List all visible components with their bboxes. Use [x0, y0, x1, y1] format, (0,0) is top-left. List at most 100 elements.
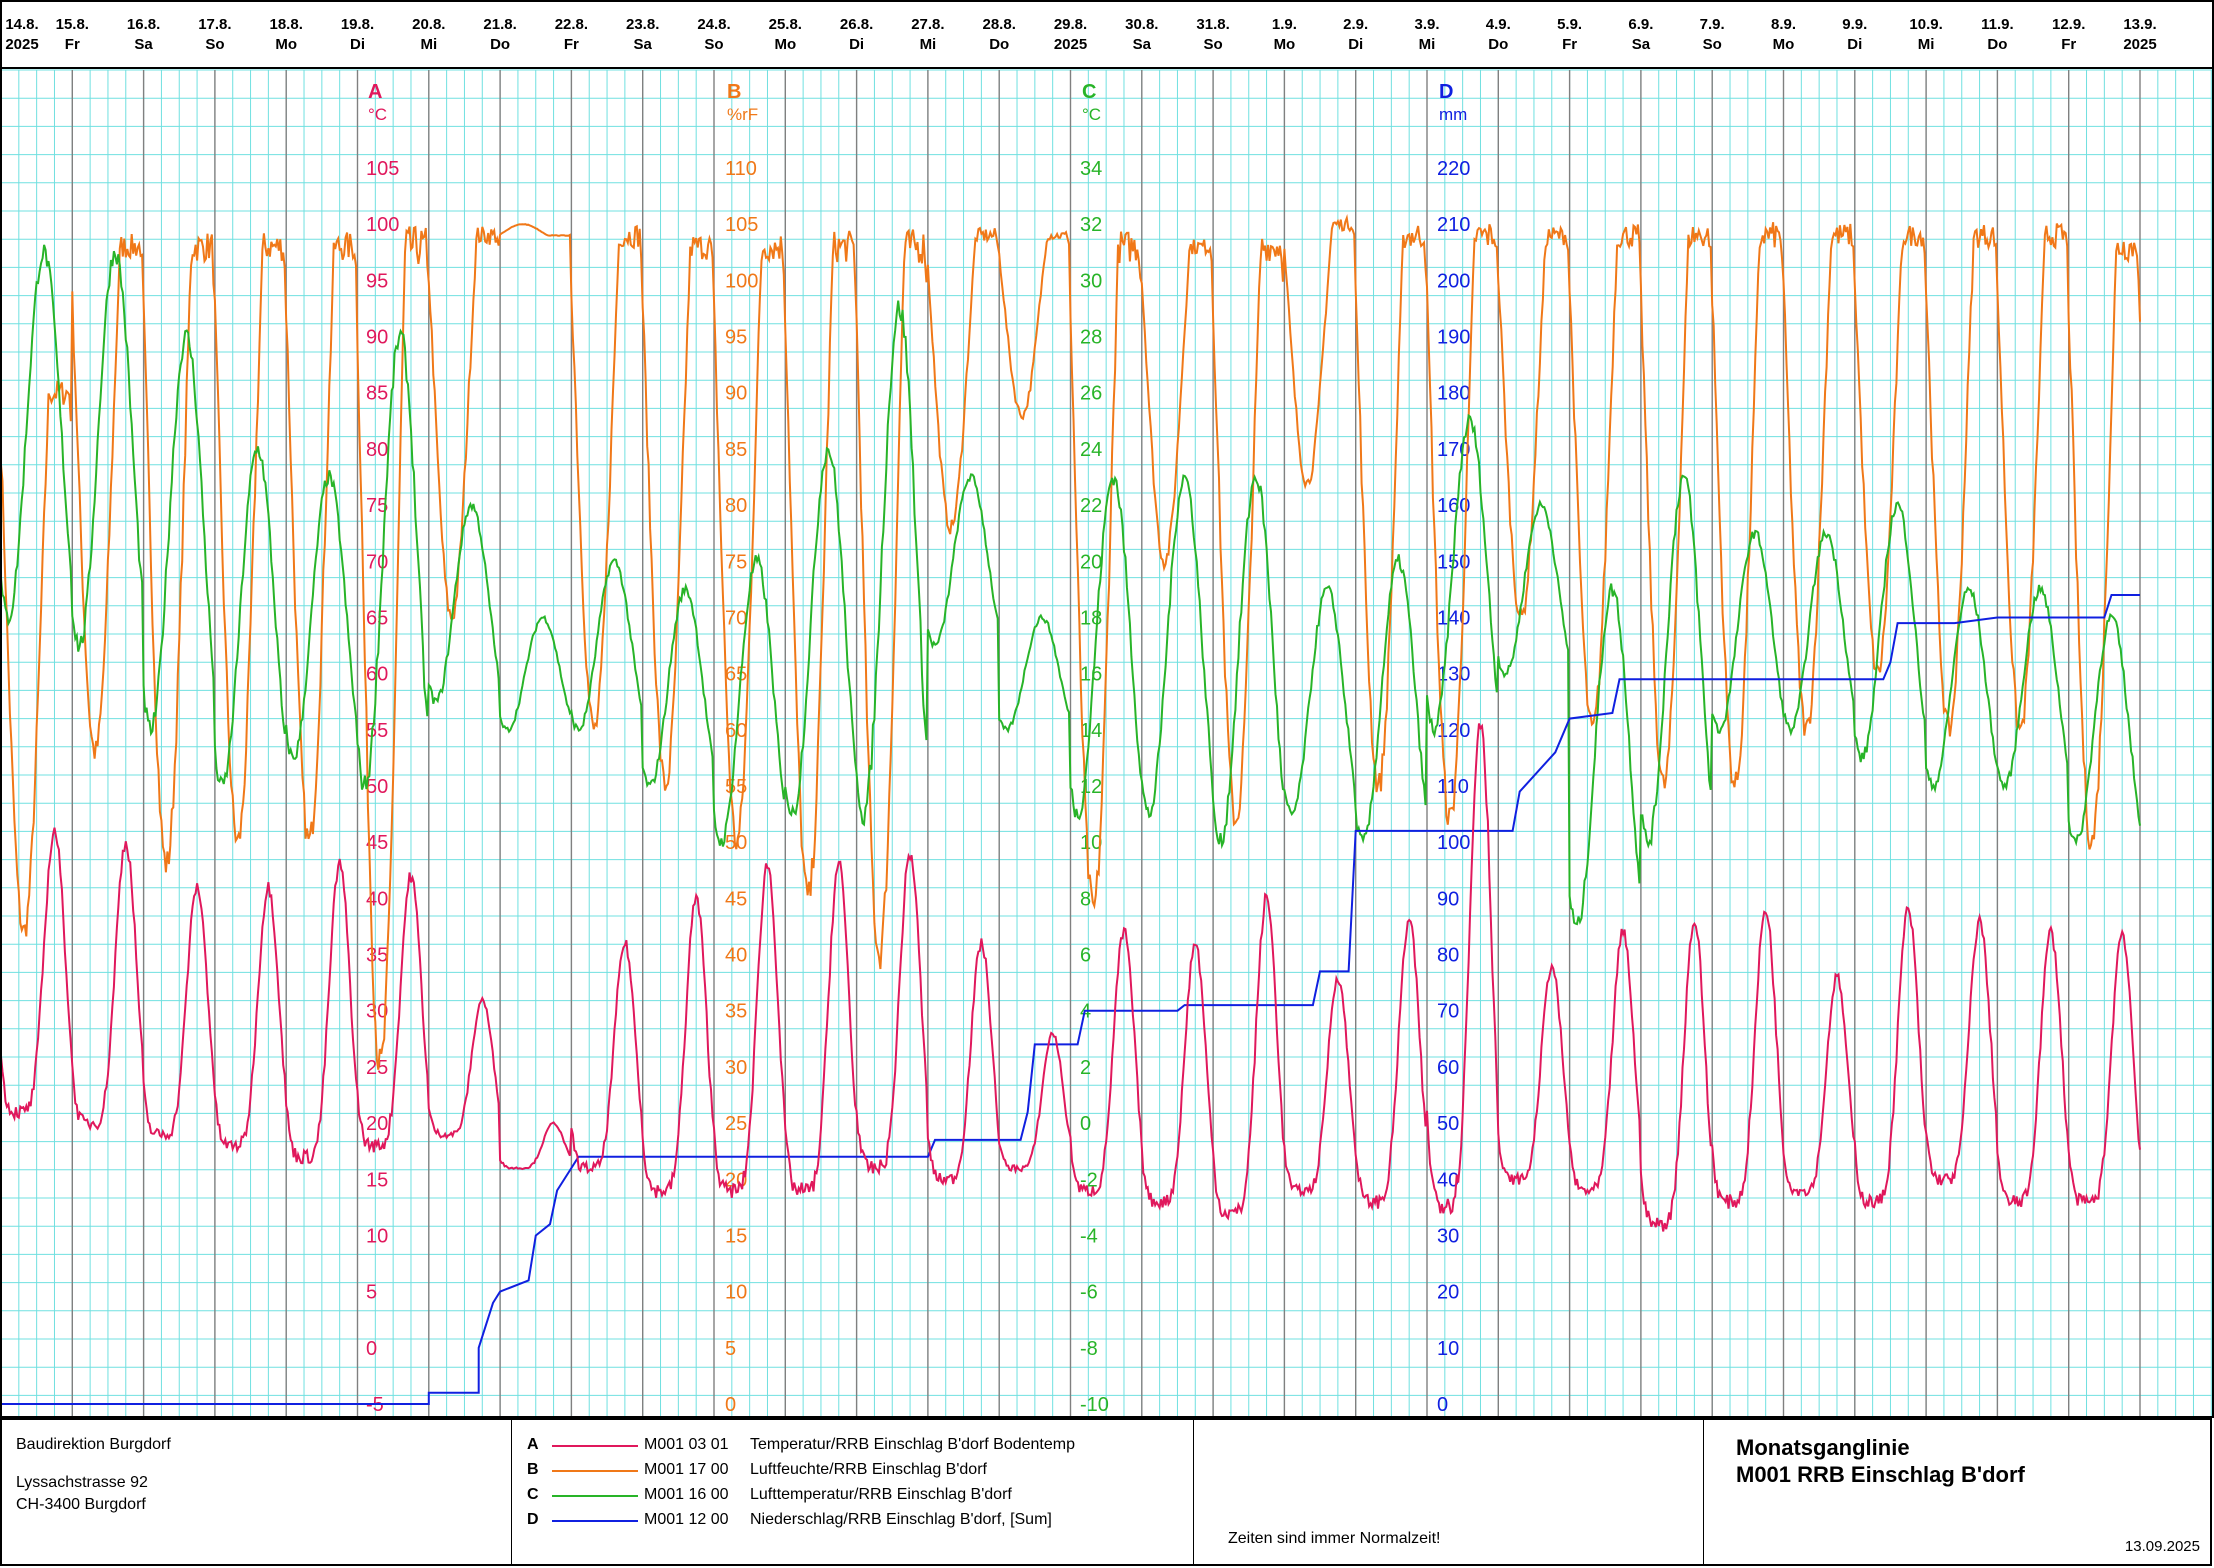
legend-entry-C: C M001 16 00 Lufttemperatur/RRB Einschlag …: [512, 1484, 1193, 1509]
legend-code: M001 12 00: [644, 1511, 729, 1528]
header-weekday: Mo: [774, 36, 796, 53]
date-header: 14.8. 2025 15.8. Fr 16.8. Sa 17.8. So 18.8. Mo 19.…: [5, 16, 2156, 53]
axis-tick-label: 14: [1080, 720, 1102, 742]
header-date: 2.9.: [1343, 16, 1368, 33]
header-date: 11.9.: [1981, 16, 2014, 33]
axis-tick-label: 80: [366, 439, 388, 461]
header-date: 25.8.: [769, 16, 802, 33]
header-date: 23.8.: [626, 16, 659, 33]
header-date: 24.8.: [697, 16, 730, 33]
header-date: 30.8.: [1125, 16, 1158, 33]
axis-tick-label: 0: [725, 1394, 736, 1416]
footer: Baudirektion Burgdorf Lyssachstrasse 92 …: [0, 1418, 2212, 1566]
legend-entry-D: D M001 12 00 Niederschlag/RRB Einschlag B'…: [512, 1509, 1193, 1534]
axis-tick-label: 24: [1080, 439, 1102, 461]
organization-block: Baudirektion Burgdorf Lyssachstrasse 92 …: [2, 1420, 512, 1564]
axis-tick-label: 18: [1080, 607, 1102, 629]
header-weekday: Sa: [634, 36, 653, 53]
axis-tick-label: 10: [366, 1225, 388, 1247]
axis-tick-label: 40: [1437, 1169, 1459, 1191]
axis-tick-label: 70: [725, 607, 747, 629]
header-weekday: Fr: [65, 36, 80, 53]
chart-title: Monatsganglinie: [1736, 1435, 1910, 1460]
axis-tick-label: 30: [1437, 1225, 1459, 1247]
axis-tick-label: 210: [1437, 214, 1470, 236]
legend-code: M001 17 00: [644, 1461, 729, 1478]
series-D-line: [1, 594, 2140, 1405]
axis-tick-label: 105: [366, 158, 399, 180]
org-city: CH-3400 Burgdorf: [16, 1496, 146, 1513]
print-date: 13.09.2025: [2124, 1538, 2200, 1555]
header-weekday: Mi: [1419, 36, 1436, 53]
header-date: 22.8.: [555, 16, 588, 33]
axis-tick-label: 40: [725, 945, 747, 967]
axis-tick-label: 100: [725, 270, 758, 292]
axis-unit: %rF: [727, 105, 758, 124]
legend: A M001 03 01 Temperatur/RRB Einschlag B'do…: [512, 1420, 1194, 1564]
axis-tick-label: 65: [725, 664, 747, 686]
axis-tick-label: 22: [1080, 495, 1102, 517]
axis-tick-label: 30: [725, 1057, 747, 1079]
header-weekday: 2025: [5, 36, 38, 53]
title-block: Monatsganglinie M001 RRB Einschlag B'dor…: [1704, 1420, 2210, 1564]
axis-tick-label: 160: [1437, 495, 1470, 517]
header-date: 28.8.: [983, 16, 1016, 33]
legend-entry-B: B M001 17 00 Luftfeuchte/RRB Einschlag B'd…: [512, 1459, 1193, 1484]
axis-tick-label: 32: [1080, 214, 1102, 236]
header-weekday: So: [205, 36, 224, 53]
axis-tick-label: 0: [1437, 1394, 1448, 1416]
legend-tag: D: [527, 1511, 539, 1528]
legend-tag: C: [527, 1486, 539, 1503]
header-weekday: Do: [1987, 36, 2007, 53]
axis-tick-label: 20: [366, 1113, 388, 1135]
header-date: 7.9.: [1700, 16, 1725, 33]
axis-tick-label: 25: [725, 1113, 747, 1135]
chart: 14.8.202515.8.Fr16.8.Sa17.8.So18.8.Mo19.…: [0, 0, 2214, 1418]
header-date: 15.8.: [56, 16, 89, 33]
header-date: 21.8.: [483, 16, 516, 33]
header-weekday: Do: [490, 36, 510, 53]
header-date: 16.8.: [127, 16, 160, 33]
axis-tick-label: 15: [366, 1169, 388, 1191]
axis-tick-label: 130: [1437, 664, 1470, 686]
axis-tick-label: 0: [366, 1338, 377, 1360]
axis-id: B: [727, 81, 741, 103]
header-date: 9.9.: [1842, 16, 1867, 33]
axis-tick-label: 80: [1437, 945, 1459, 967]
axis-tick-label: 35: [366, 945, 388, 967]
header-date: 17.8.: [198, 16, 231, 33]
axis-tick-label: 15: [725, 1225, 747, 1247]
header-date: 12.9.: [2052, 16, 2085, 33]
axis-id: A: [368, 81, 382, 103]
axis-tick-label: 55: [366, 720, 388, 742]
axis-tick-label: 200: [1437, 270, 1470, 292]
legend-swatch: [552, 1445, 638, 1447]
axis-tick-label: -6: [1080, 1282, 1098, 1304]
legend-tag: A: [527, 1436, 539, 1453]
axis-tick-label: 75: [366, 495, 388, 517]
axis-tick-label: 190: [1437, 327, 1470, 349]
axis-tick-label: 50: [1437, 1113, 1459, 1135]
axis-tick-label: 180: [1437, 383, 1470, 405]
axis-tick-label: 100: [366, 214, 399, 236]
header-date: 18.8.: [270, 16, 303, 33]
header-date: 1.9.: [1272, 16, 1297, 33]
axis-tick-label: 70: [1437, 1001, 1459, 1023]
header-weekday: Di: [350, 36, 365, 53]
legend-code: M001 16 00: [644, 1486, 729, 1503]
axis-tick-label: 8: [1080, 888, 1091, 910]
axis-unit: °C: [1082, 105, 1101, 124]
axis-tick-label: 105: [725, 214, 758, 236]
axis-id: C: [1082, 81, 1096, 103]
axis-unit: °C: [368, 105, 387, 124]
axis-tick-label: 95: [366, 270, 388, 292]
axis-tick-label: 70: [366, 551, 388, 573]
axis-tick-label: 6: [1080, 945, 1091, 967]
header-date: 29.8.: [1054, 16, 1087, 33]
header-date: 13.9.: [2123, 16, 2156, 33]
header-weekday: So: [1204, 36, 1223, 53]
header-weekday: Do: [1488, 36, 1508, 53]
header-date: 10.9.: [1909, 16, 1942, 33]
axis-tick-label: 90: [1437, 888, 1459, 910]
axis-tick-label: 5: [725, 1338, 736, 1360]
